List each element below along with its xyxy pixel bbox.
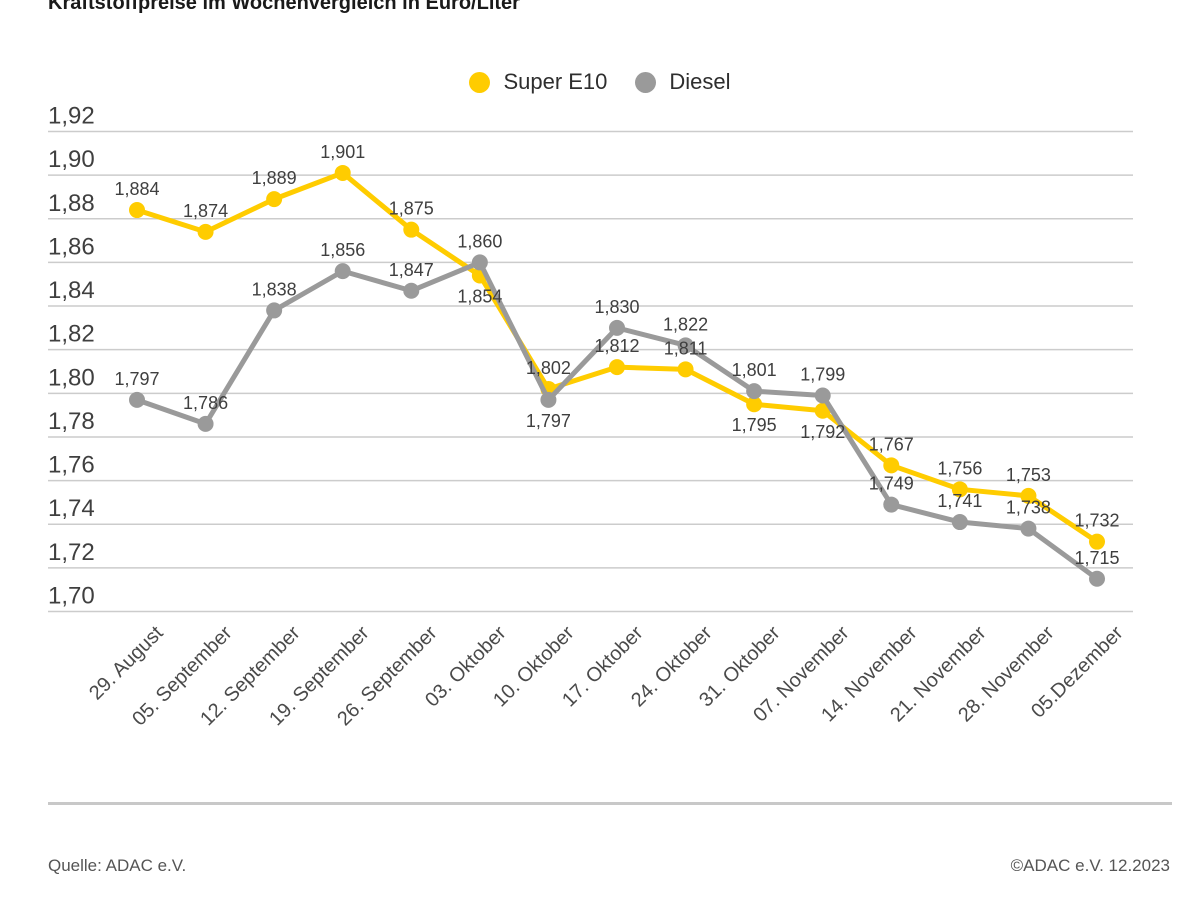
data-point-super-e10 <box>129 202 145 219</box>
data-point-label: 1,801 <box>732 360 777 380</box>
data-point-label: 1,812 <box>594 336 639 356</box>
data-point-label: 1,822 <box>663 314 708 334</box>
data-point-label: 1,738 <box>1006 498 1051 518</box>
source-note: Quelle: ADAC e.V. <box>48 856 187 875</box>
data-point-label: 1,741 <box>937 491 982 511</box>
data-point-super-e10 <box>1089 533 1105 550</box>
data-point-diesel <box>540 391 557 408</box>
data-point-label: 1,767 <box>869 434 914 454</box>
data-point-diesel <box>1020 520 1037 537</box>
y-axis-tick-label: 1,78 <box>48 408 95 435</box>
data-point-label: 1,786 <box>183 393 228 413</box>
data-point-diesel <box>471 254 488 271</box>
data-point-label: 1,797 <box>114 369 159 389</box>
data-point-label: 1,795 <box>732 415 777 435</box>
data-point-super-e10 <box>746 396 763 413</box>
y-axis-tick-label: 1,86 <box>48 233 95 260</box>
data-point-label: 1,874 <box>183 201 228 221</box>
data-point-label: 1,875 <box>389 199 434 219</box>
data-point-label: 1,860 <box>457 231 502 251</box>
copyright-note: ©ADAC e.V. 12.2023 <box>1010 856 1170 875</box>
y-axis-tick-label: 1,88 <box>48 190 95 217</box>
y-axis-tick-label: 1,72 <box>48 539 95 566</box>
data-point-diesel <box>266 302 283 319</box>
data-point-diesel <box>814 387 831 404</box>
data-point-super-e10 <box>814 402 831 419</box>
data-point-super-e10 <box>403 221 420 238</box>
data-point-diesel <box>677 337 694 354</box>
data-point-diesel <box>1089 570 1105 587</box>
data-point-diesel <box>746 383 763 400</box>
data-point-label: 1,901 <box>320 142 365 162</box>
y-axis-tick-label: 1,84 <box>48 277 95 304</box>
data-point-super-e10 <box>609 359 625 376</box>
legend-item-super-e10: Super E10 <box>469 69 607 95</box>
legend-item-diesel: Diesel <box>635 69 731 95</box>
fuel-price-line-chart: 1,92 1,90 1,88 1,86 1,84 1,82 1,80 1,78 1,76 1,74… <box>48 103 1133 613</box>
data-point-super-e10 <box>197 223 214 240</box>
chart-title: Kraftstoffpreise im Wochenvergleich in E… <box>48 0 520 14</box>
data-point-super-e10 <box>1020 487 1037 504</box>
data-point-label: 1,797 <box>526 411 571 431</box>
y-axis-tick-label: 1,74 <box>48 495 95 522</box>
legend-label: Diesel <box>669 69 731 94</box>
legend-dot-icon <box>469 71 491 93</box>
data-point-label: 1,884 <box>114 179 159 199</box>
data-point-super-e10 <box>334 164 351 181</box>
data-point-label: 1,799 <box>800 365 845 385</box>
chart-legend: Super E10 Diesel <box>0 69 1200 95</box>
data-point-diesel <box>609 319 625 336</box>
data-point-label: 1,749 <box>869 474 914 494</box>
data-point-label: 1,847 <box>389 260 434 280</box>
legend-dot-icon <box>635 71 657 93</box>
legend-label: Super E10 <box>503 69 608 94</box>
data-point-diesel <box>403 282 420 299</box>
data-point-label: 1,811 <box>664 338 708 358</box>
data-point-label: 1,715 <box>1074 548 1119 568</box>
data-point-diesel <box>883 496 900 513</box>
data-point-diesel <box>951 514 968 531</box>
data-point-super-e10 <box>951 481 968 498</box>
footer-divider <box>48 802 1172 805</box>
data-point-diesel <box>334 263 351 280</box>
data-point-label: 1,802 <box>526 358 571 378</box>
y-axis-tick-label: 1,82 <box>48 321 95 348</box>
data-point-label: 1,838 <box>252 279 297 299</box>
data-point-label: 1,830 <box>594 297 639 317</box>
data-point-super-e10 <box>883 457 900 474</box>
data-point-label: 1,753 <box>1006 465 1051 485</box>
data-point-label: 1,756 <box>937 458 982 478</box>
y-axis-tick-label: 1,92 <box>48 103 95 130</box>
y-axis-tick-label: 1,70 <box>48 583 95 610</box>
y-axis-tick-label: 1,76 <box>48 452 95 479</box>
data-point-super-e10 <box>677 361 694 378</box>
data-point-label: 1,792 <box>800 422 845 442</box>
data-point-diesel <box>197 415 214 432</box>
data-point-super-e10 <box>266 191 283 208</box>
y-axis-tick-label: 1,80 <box>48 364 95 391</box>
data-point-label: 1,732 <box>1074 511 1119 531</box>
data-point-label: 1,889 <box>252 168 297 188</box>
data-point-diesel <box>129 391 145 408</box>
data-point-label: 1,854 <box>457 287 502 307</box>
y-axis-tick-label: 1,90 <box>48 146 95 173</box>
data-point-label: 1,856 <box>320 240 365 260</box>
